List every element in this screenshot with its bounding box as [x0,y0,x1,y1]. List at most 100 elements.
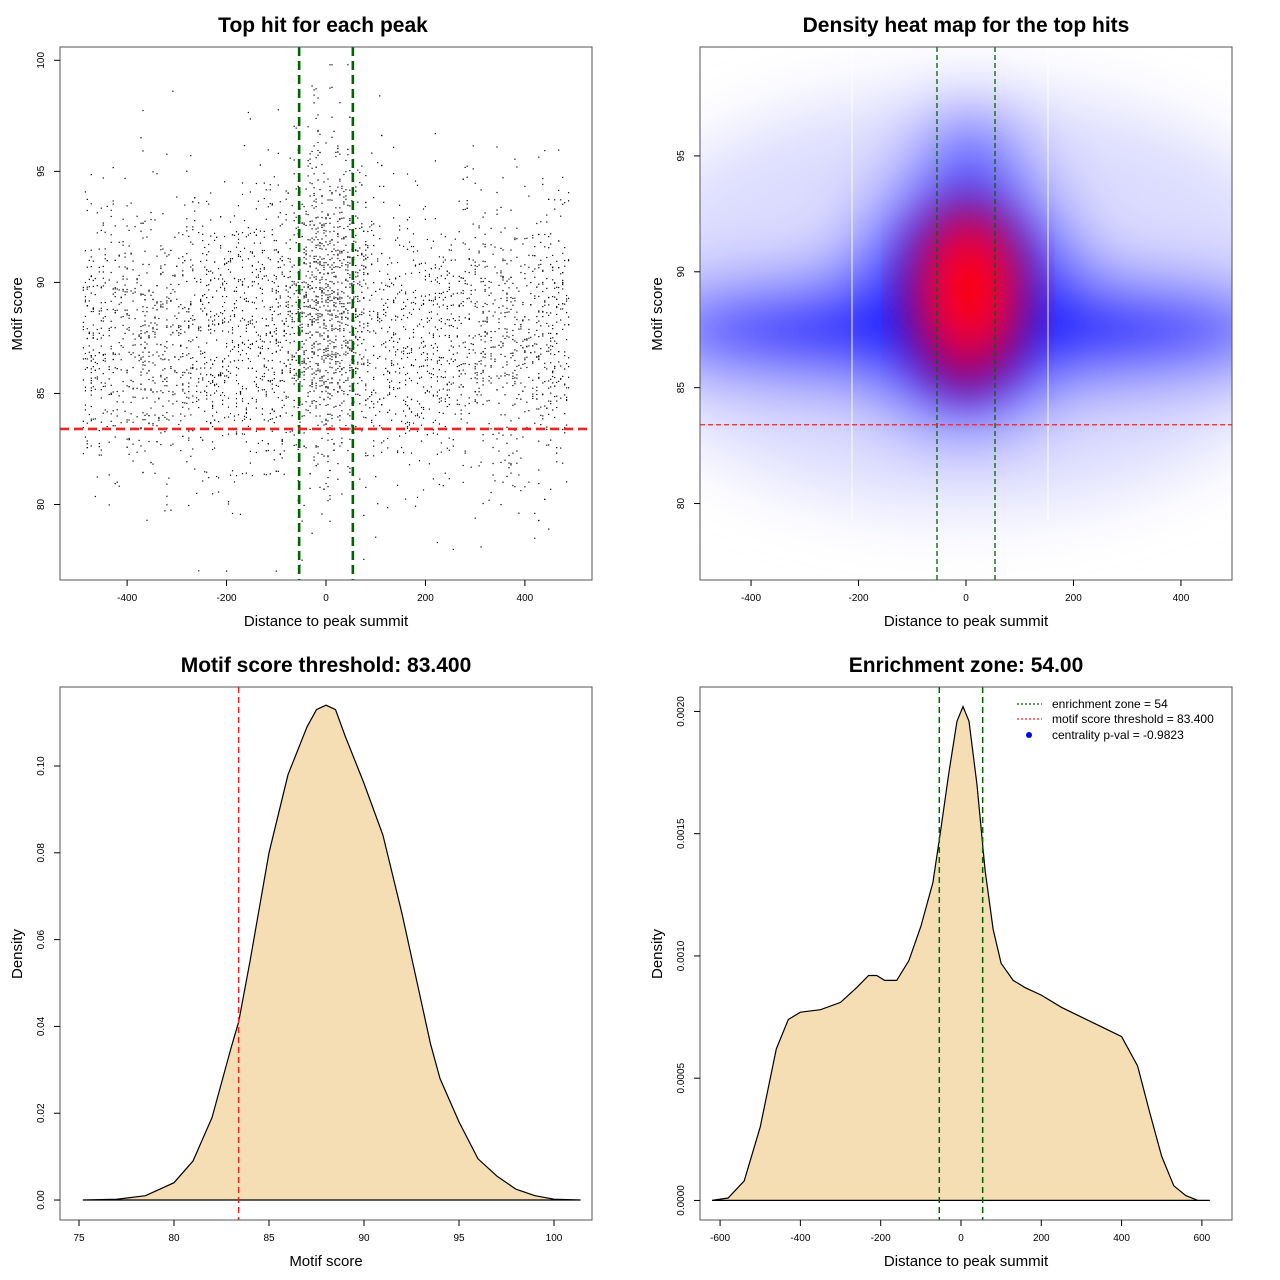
scatter-point [222,306,224,308]
scatter-point [530,282,532,284]
scatter-point [546,287,548,289]
scatter-point [128,439,130,441]
scatter-point [277,109,279,111]
scatter-point [210,280,212,282]
scatter-point [321,292,323,294]
scatter-point [321,226,323,229]
scatter-point [198,329,200,331]
scatter-point [321,391,323,393]
scatter-point [90,390,92,392]
scatter-point [337,353,339,355]
scatter-point [430,359,432,361]
scatter-point [426,356,428,359]
scatter-point [333,305,335,307]
scatter-point [265,334,267,336]
scatter-point [333,341,335,344]
scatter-point [333,230,335,232]
scatter-point [315,465,317,467]
scatter-point [120,422,122,424]
scatter-point [154,317,156,319]
scatter-point [357,272,359,274]
scatter-point [329,87,331,89]
scatter-point [450,358,452,360]
scatter-point [373,197,375,199]
scatter-point [136,279,138,281]
scatter-point [450,295,452,297]
scatter-point [311,383,313,385]
scatter-point [275,289,277,291]
scatter-point [257,442,259,444]
scatter-point [118,254,120,256]
scatter-point [365,257,367,259]
scatter-point [279,295,281,297]
scatter-point [422,417,425,419]
scatter-point [401,308,403,310]
scatter-point [251,271,253,273]
scatter-point [186,226,188,228]
scatter-point [550,353,552,355]
scatter-point [361,291,363,293]
scatter-point [122,401,124,403]
scatter-point [98,310,100,312]
scatter-point [301,289,303,291]
scatter-point [532,237,534,239]
scatter-point [178,358,180,361]
scatter-point [347,280,349,282]
scatter-point [327,336,329,338]
scatter-point [432,347,434,349]
scatter-point [460,394,462,396]
scatter-point [233,415,236,417]
scatter-point [484,243,486,246]
scatter-point [331,257,333,259]
scatter-point [166,296,168,298]
scatter-point [287,351,289,353]
scatter-point [313,318,315,320]
scatter-point [476,402,478,404]
scatter-point [247,425,249,427]
scatter-point [556,406,558,409]
scatter-point [92,334,94,336]
scatter-point [190,266,192,268]
scatter-point [273,310,275,312]
dist-y-tick-label: 0.0015 [676,818,687,849]
scatter-point [235,286,238,288]
scatter-point [327,199,329,201]
scatter-point [315,228,317,230]
scatter-point [196,368,198,370]
scatter-point [468,248,470,250]
scatter-point [311,357,313,359]
scatter-point [297,281,299,283]
scatter-point [373,455,375,457]
scatter-point [210,422,212,424]
scatter-point [534,343,536,345]
scatter-point [329,280,331,283]
scatter-point [566,363,568,365]
scatter-point [331,438,333,440]
scatter-point [146,272,148,274]
scatter-point [349,385,351,387]
scatter-point [393,388,395,391]
scatter-point [108,504,110,506]
scatter-point [214,419,216,421]
scatter-point [162,213,164,215]
scatter-point [200,391,202,393]
scatter-point [534,537,536,539]
scatter-point [369,396,371,398]
scatter-point [210,332,212,334]
scatter-point [204,246,206,249]
scatter-point [333,276,335,278]
scatter-point [158,416,160,419]
scatter-point [305,275,307,277]
scatter-point [331,417,333,420]
scatter-point [245,407,247,409]
scatter-point [116,281,118,283]
scatter-point [512,338,514,341]
scatter-point [448,325,450,327]
scatter-point [128,453,130,455]
scatter-point [498,432,500,434]
scatter-point [261,252,263,254]
scatter-point [363,356,365,358]
scatter-point [86,367,88,369]
scatter-point [128,351,130,353]
scatter-point [174,393,176,395]
